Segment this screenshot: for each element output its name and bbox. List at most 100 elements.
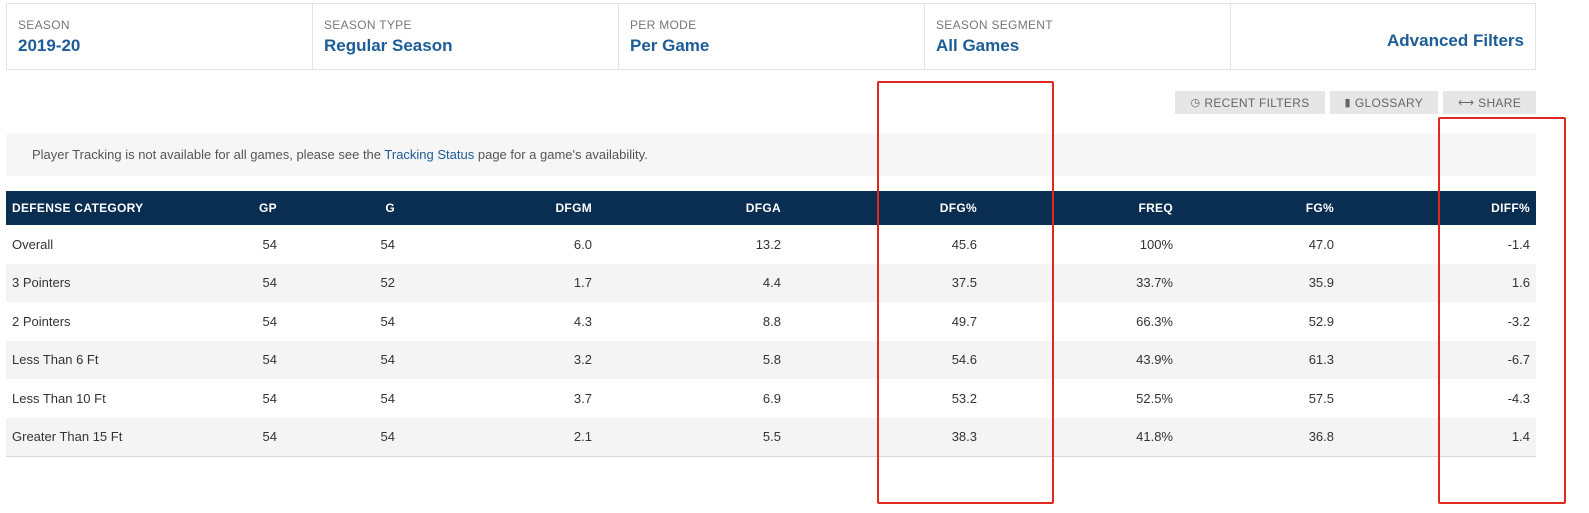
table-row: 3 Pointers 54 52 1.7 4.4 37.5 33.7% 35.9… (6, 263, 1536, 302)
filter-value[interactable]: All Games (936, 36, 1020, 55)
filter-season[interactable]: SEASON 2019-20 (7, 4, 313, 69)
col-freq[interactable]: FREQ (1138, 201, 1173, 215)
filter-label: PER MODE (630, 18, 697, 32)
cell-dfgm: 3.7 (573, 390, 592, 406)
cell-fg-pct: 52.9 (1308, 313, 1334, 329)
tracking-status-link[interactable]: Tracking Status (384, 147, 475, 162)
filter-season-segment[interactable]: SEASON SEGMENT All Games (925, 4, 1231, 69)
cell-dfg-pct: 54.6 (951, 352, 977, 368)
cell-diff-pct: 1.4 (1511, 429, 1530, 444)
filter-per-mode[interactable]: PER MODE Per Game (619, 4, 925, 69)
cell-freq: 41.8% (1136, 429, 1173, 444)
cell-gp: 54 (262, 352, 277, 368)
share-label: SHARE (1478, 95, 1521, 110)
cell-freq: 100% (1139, 236, 1173, 252)
cell-fg-pct: 61.3 (1308, 352, 1334, 368)
cell-category: Greater Than 15 Ft (12, 429, 123, 444)
toolbar: ◷ RECENT FILTERS ▮ GLOSSARY ⟷ SHARE (1175, 91, 1536, 114)
cell-diff-pct: 1.6 (1511, 275, 1530, 291)
table-row: Less Than 6 Ft 54 54 3.2 5.8 54.6 43.9% … (6, 340, 1536, 379)
tracking-notice: Player Tracking is not available for all… (6, 134, 1536, 176)
cell-diff-pct: -6.7 (1507, 352, 1530, 368)
share-button[interactable]: ⟷ SHARE (1443, 91, 1536, 114)
cell-dfgm: 4.3 (573, 313, 592, 329)
cell-category: 2 Pointers (12, 313, 71, 329)
notice-text-before: Player Tracking is not available for all… (32, 147, 385, 162)
col-dfg-pct[interactable]: DFG% (939, 201, 977, 215)
col-fg-pct[interactable]: FG% (1305, 201, 1334, 215)
filter-label: SEASON TYPE (324, 18, 412, 32)
advanced-filters-cell: Advanced Filters (1231, 4, 1535, 69)
table-row: 2 Pointers 54 54 4.3 8.8 49.7 66.3% 52.9… (6, 302, 1536, 341)
cell-category: Overall (12, 236, 54, 252)
cell-dfga: 5.8 (762, 352, 781, 368)
notice-text-after: page for a game's availability. (474, 147, 648, 162)
cell-g: 54 (380, 352, 395, 368)
cell-freq: 43.9% (1136, 352, 1173, 368)
glossary-label: GLOSSARY (1354, 95, 1424, 110)
cell-dfg-pct: 49.7 (951, 313, 977, 329)
cell-fg-pct: 36.8 (1308, 429, 1334, 444)
cell-diff-pct: -4.3 (1507, 390, 1530, 406)
cell-freq: 52.5% (1136, 390, 1173, 406)
cell-dfg-pct: 37.5 (951, 275, 977, 291)
cell-gp: 54 (262, 429, 277, 444)
filter-value[interactable]: Regular Season (324, 36, 453, 55)
cell-dfgm: 3.2 (573, 352, 592, 368)
cell-diff-pct: -3.2 (1507, 313, 1530, 329)
cell-dfga: 5.5 (762, 429, 781, 444)
col-dfga[interactable]: DFGA (745, 201, 781, 215)
table-row: Overall 54 54 6.0 13.2 45.6 100% 47.0 -1… (6, 225, 1536, 264)
cell-freq: 66.3% (1136, 313, 1173, 329)
cell-g: 54 (380, 313, 395, 329)
cell-gp: 54 (262, 390, 277, 406)
share-icon: ⟷ (1458, 97, 1475, 109)
cell-dfg-pct: 53.2 (951, 390, 977, 406)
cell-dfga: 8.8 (762, 313, 781, 329)
cell-g: 52 (380, 275, 395, 291)
cell-category: Less Than 6 Ft (12, 352, 99, 368)
table-header-row: DEFENSE CATEGORY GP G DFGM DFGA DFG% FRE… (6, 191, 1536, 225)
cell-dfga: 4.4 (762, 275, 781, 291)
recent-filters-label: RECENT FILTERS (1204, 95, 1310, 110)
filter-bar: SEASON 2019-20 SEASON TYPE Regular Seaso… (6, 3, 1536, 70)
cell-gp: 54 (262, 236, 277, 252)
cell-fg-pct: 47.0 (1308, 236, 1334, 252)
cell-dfga: 13.2 (755, 236, 781, 252)
cell-g: 54 (380, 390, 395, 406)
cell-category: 3 Pointers (12, 275, 71, 291)
advanced-filters-link[interactable]: Advanced Filters (1387, 31, 1524, 50)
cell-fg-pct: 35.9 (1308, 275, 1334, 291)
col-dfgm[interactable]: DFGM (555, 201, 592, 215)
table-row: Less Than 10 Ft 54 54 3.7 6.9 53.2 52.5%… (6, 379, 1536, 418)
filter-season-type[interactable]: SEASON TYPE Regular Season (313, 4, 619, 69)
cell-freq: 33.7% (1136, 275, 1173, 291)
filter-label: SEASON (18, 18, 70, 32)
col-defense-category[interactable]: DEFENSE CATEGORY (12, 201, 144, 215)
cell-dfgm: 1.7 (573, 275, 592, 291)
cell-dfgm: 2.1 (573, 429, 592, 444)
cell-dfg-pct: 45.6 (951, 236, 977, 252)
filter-value[interactable]: 2019-20 (18, 36, 81, 55)
cell-g: 54 (380, 236, 395, 252)
clock-icon: ◷ (1190, 97, 1201, 109)
recent-filters-button[interactable]: ◷ RECENT FILTERS (1175, 91, 1325, 114)
glossary-button[interactable]: ▮ GLOSSARY (1329, 91, 1439, 114)
book-icon: ▮ (1344, 97, 1351, 109)
cell-dfga: 6.9 (762, 390, 781, 406)
col-diff-pct[interactable]: DIFF% (1491, 201, 1530, 215)
filter-value[interactable]: Per Game (630, 36, 710, 55)
col-g[interactable]: G (385, 201, 395, 215)
table-row: Greater Than 15 Ft 54 54 2.1 5.5 38.3 41… (6, 417, 1536, 456)
filter-label: SEASON SEGMENT (936, 18, 1053, 32)
cell-g: 54 (380, 429, 395, 444)
cell-diff-pct: -1.4 (1507, 236, 1530, 252)
col-gp[interactable]: GP (259, 201, 277, 215)
cell-dfgm: 6.0 (573, 236, 592, 252)
cell-fg-pct: 57.5 (1308, 390, 1334, 406)
cell-dfg-pct: 38.3 (951, 429, 977, 444)
cell-category: Less Than 10 Ft (12, 390, 106, 406)
cell-gp: 54 (262, 275, 277, 291)
defense-stats-table: DEFENSE CATEGORY GP G DFGM DFGA DFG% FRE… (6, 191, 1536, 457)
cell-gp: 54 (262, 313, 277, 329)
